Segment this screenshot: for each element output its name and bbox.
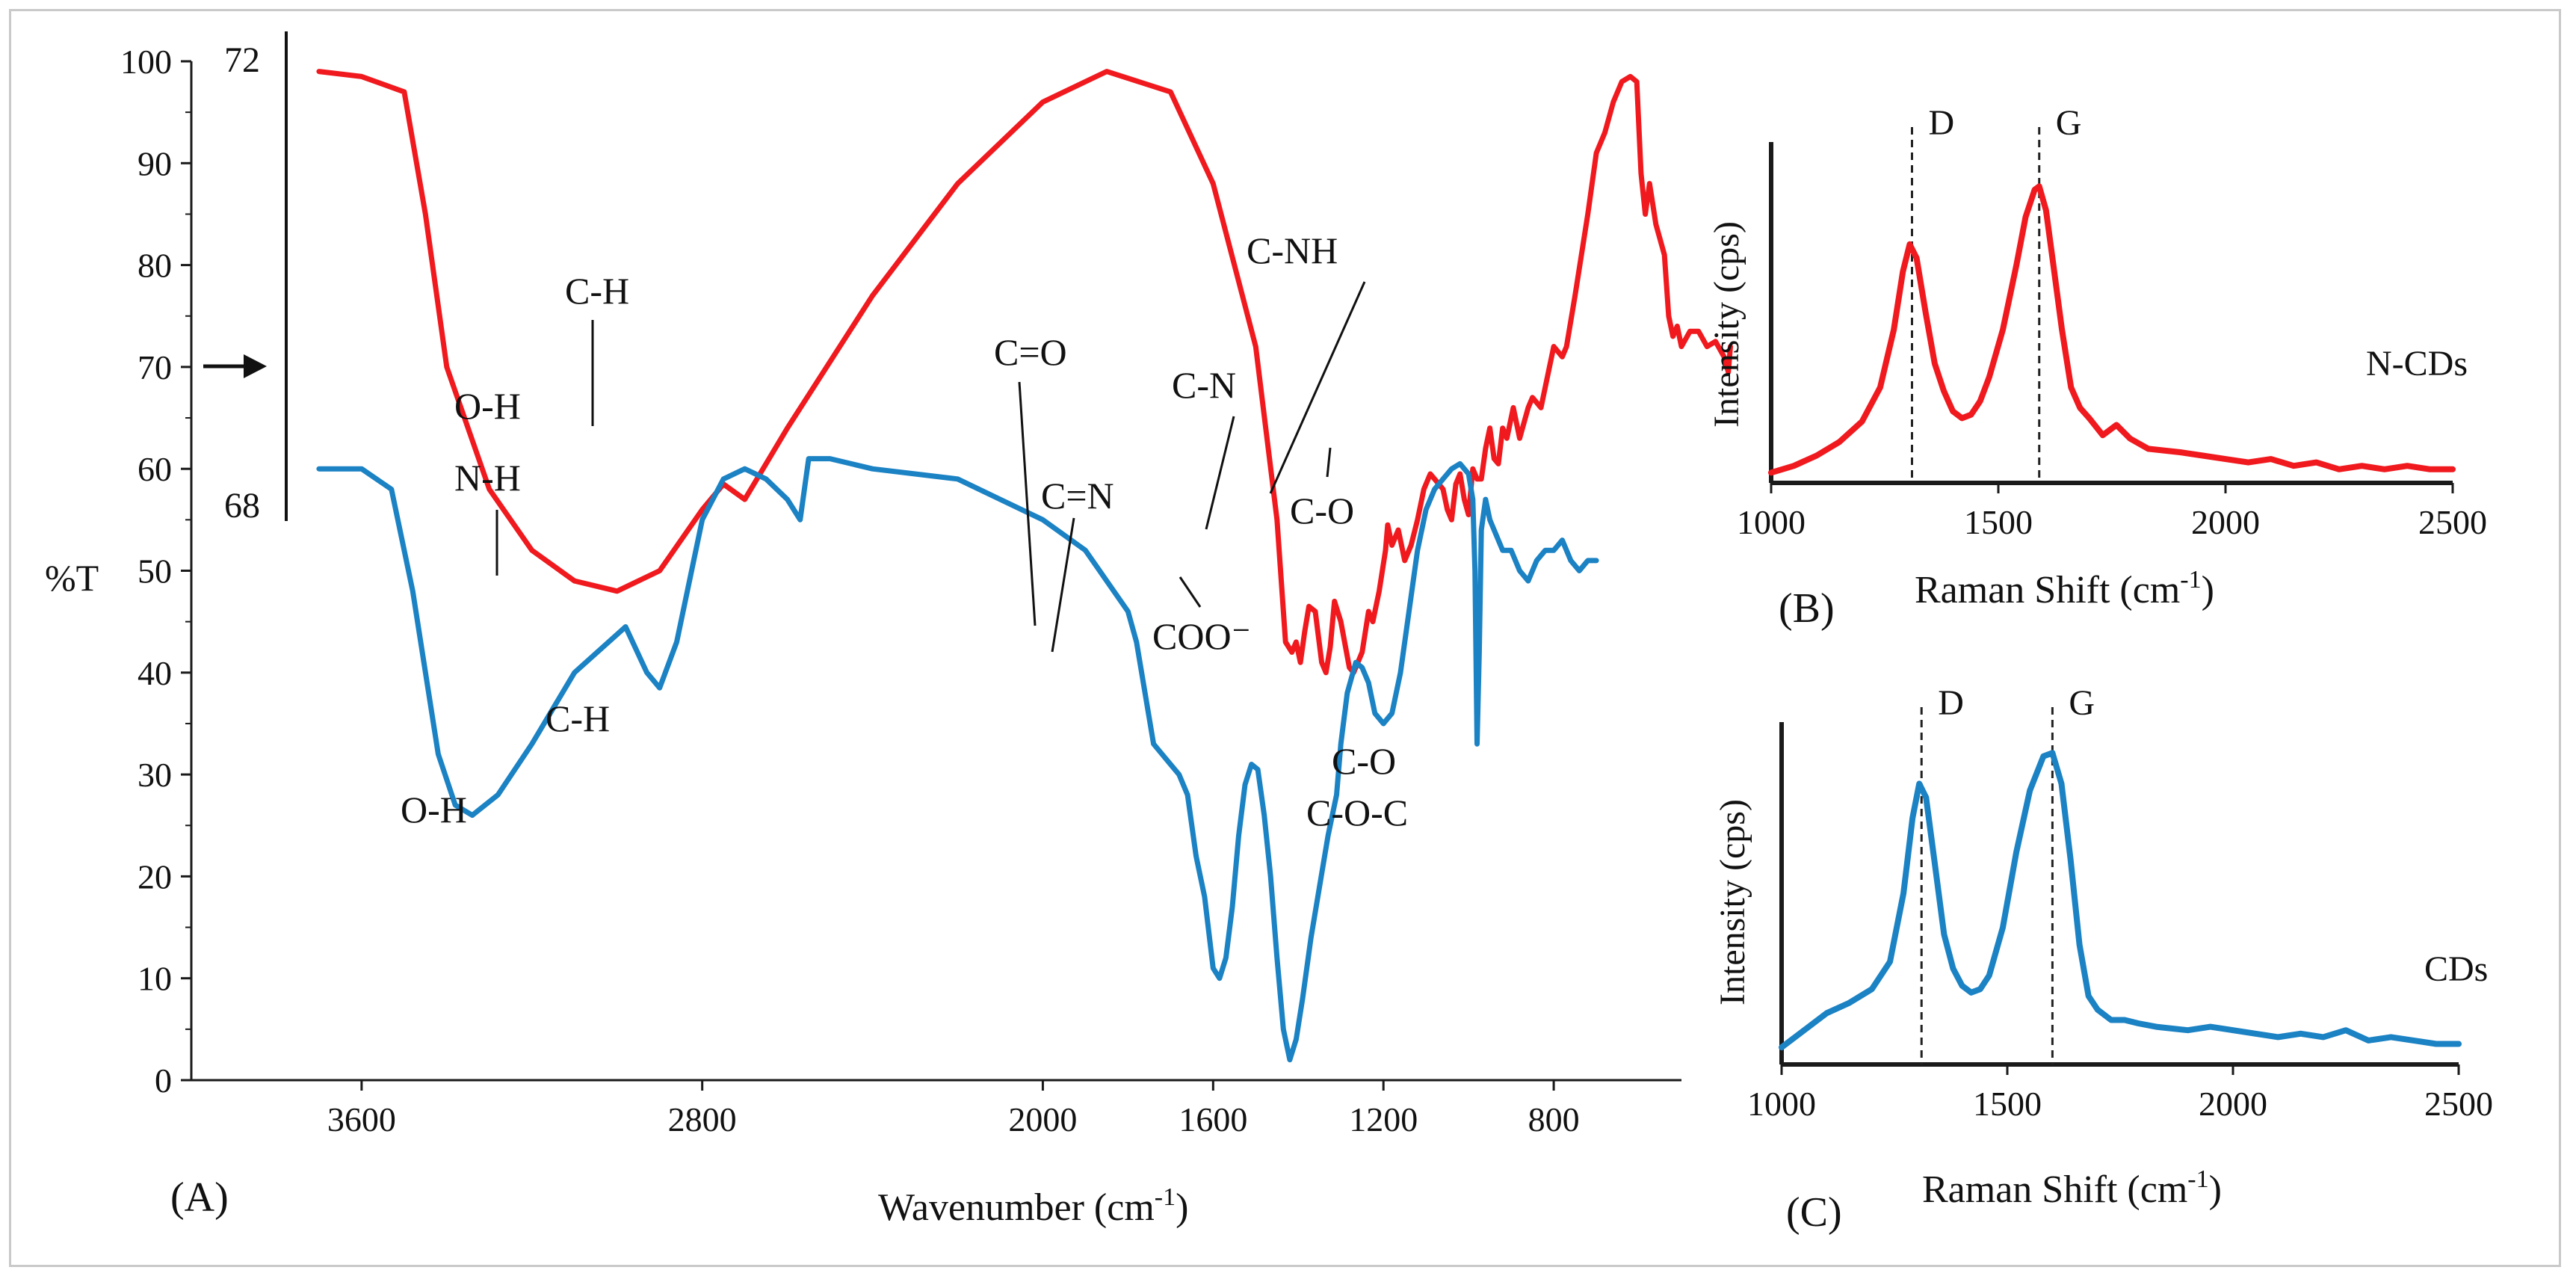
y-tick-label: 60 xyxy=(138,450,172,488)
a-annotation-label: C=N xyxy=(1041,475,1114,517)
a-x-ticks: 3600 2800 2000 1600 1200 800 xyxy=(327,1080,1580,1138)
a-annotation-label: O-H xyxy=(401,789,467,830)
y-tick-label: 0 xyxy=(155,1061,172,1100)
peak-label-d: D xyxy=(1928,103,1954,143)
b-panel-label: (B) xyxy=(1779,585,1835,632)
x-tick-label: 2500 xyxy=(2418,503,2487,541)
a-annotation-label: C-N xyxy=(1172,364,1236,406)
a-annotation-label: N-H xyxy=(454,457,521,499)
peak-label-g: G xyxy=(2056,103,2082,143)
x-tick-label: 2000 xyxy=(2199,1085,2267,1123)
a-annotation-label: COO⁻ xyxy=(1152,615,1251,657)
b-y-axis-label: Intensity (cps) xyxy=(1707,221,1746,428)
y-tick-label: 20 xyxy=(138,857,172,896)
a-x-axis-label: Wavenumber (cm-1) xyxy=(878,1183,1188,1229)
a-annotation-label: C-H xyxy=(546,697,610,739)
series-line-n-cds xyxy=(1768,183,2456,476)
x-tick-label: 1000 xyxy=(1737,503,1806,541)
x-tick-label: 1500 xyxy=(1973,1085,2042,1123)
b-legend-label: N-CDs xyxy=(2366,344,2468,383)
panel-a: %T 0 10 20 30 40 50 60 70 80 90 100 3600 2800 2000 16… xyxy=(45,31,1733,1229)
y-tick-label: 90 xyxy=(138,144,172,182)
x-tick-label: 1500 xyxy=(1964,503,2033,541)
peak-label-g: G xyxy=(2069,683,2095,723)
a-annotation-label: C-H xyxy=(565,270,629,312)
y-tick-label: 50 xyxy=(138,552,172,591)
x-tick-label: 800 xyxy=(1528,1100,1580,1138)
a-annotation-label: O-H xyxy=(454,385,521,427)
series-line-cds xyxy=(316,456,1599,1063)
y-tick-label: 10 xyxy=(138,960,172,998)
x-tick-label: 1200 xyxy=(1349,1100,1418,1138)
y-tick-label: 30 xyxy=(138,756,172,794)
c-x-ticks: 1000 1500 2000 2500 xyxy=(1747,1064,2493,1123)
c-panel-label: (C) xyxy=(1786,1189,1842,1236)
series-line-cds xyxy=(1779,750,2462,1051)
x-tick-label: 1600 xyxy=(1179,1100,1247,1138)
a-inset-scale-top: 72 xyxy=(224,40,260,80)
a-panel-label: (A) xyxy=(170,1174,229,1221)
b-x-axis-label: Raman Shift (cm-1) xyxy=(1915,566,2214,611)
a-y-ticks: 0 10 20 30 40 50 60 70 80 90 100 xyxy=(120,43,191,1100)
a-annotation-label: C=O xyxy=(994,331,1067,373)
x-tick-label: 3600 xyxy=(327,1100,396,1138)
x-tick-label: 2500 xyxy=(2424,1085,2493,1123)
x-tick-label: 1000 xyxy=(1747,1085,1816,1123)
x-tick-label: 2000 xyxy=(1008,1100,1077,1138)
c-series-group xyxy=(1779,750,2462,1051)
series-line-n-cds xyxy=(316,69,1733,676)
c-legend-label: CDs xyxy=(2424,949,2488,989)
a-annotation-label: C-O xyxy=(1332,740,1396,782)
c-y-axis-label: Intensity (cps) xyxy=(1713,799,1752,1005)
a-inset-arrow xyxy=(203,354,267,378)
a-inset-scale-bottom: 68 xyxy=(224,486,260,526)
a-y-axis-label: %T xyxy=(45,557,99,599)
a-annotation-label: C-NH xyxy=(1247,229,1338,271)
y-tick-label: 70 xyxy=(138,348,172,386)
y-tick-label: 100 xyxy=(120,43,172,81)
y-tick-label: 40 xyxy=(138,654,172,692)
a-annotation-label: C-O-C xyxy=(1306,792,1408,833)
a-series-group xyxy=(316,69,1733,1063)
y-tick-label: 80 xyxy=(138,247,172,285)
a-annotation-label: C-O xyxy=(1290,490,1354,531)
c-x-axis-label: Raman Shift (cm-1) xyxy=(1922,1165,2222,1211)
x-tick-label: 2000 xyxy=(2191,503,2260,541)
a-annotation-leaders xyxy=(495,281,1366,653)
b-x-ticks: 1000 1500 2000 2500 xyxy=(1737,483,2487,541)
peak-label-d: D xyxy=(1938,683,1964,723)
x-tick-label: 2800 xyxy=(668,1100,737,1138)
b-series-group xyxy=(1768,183,2456,476)
